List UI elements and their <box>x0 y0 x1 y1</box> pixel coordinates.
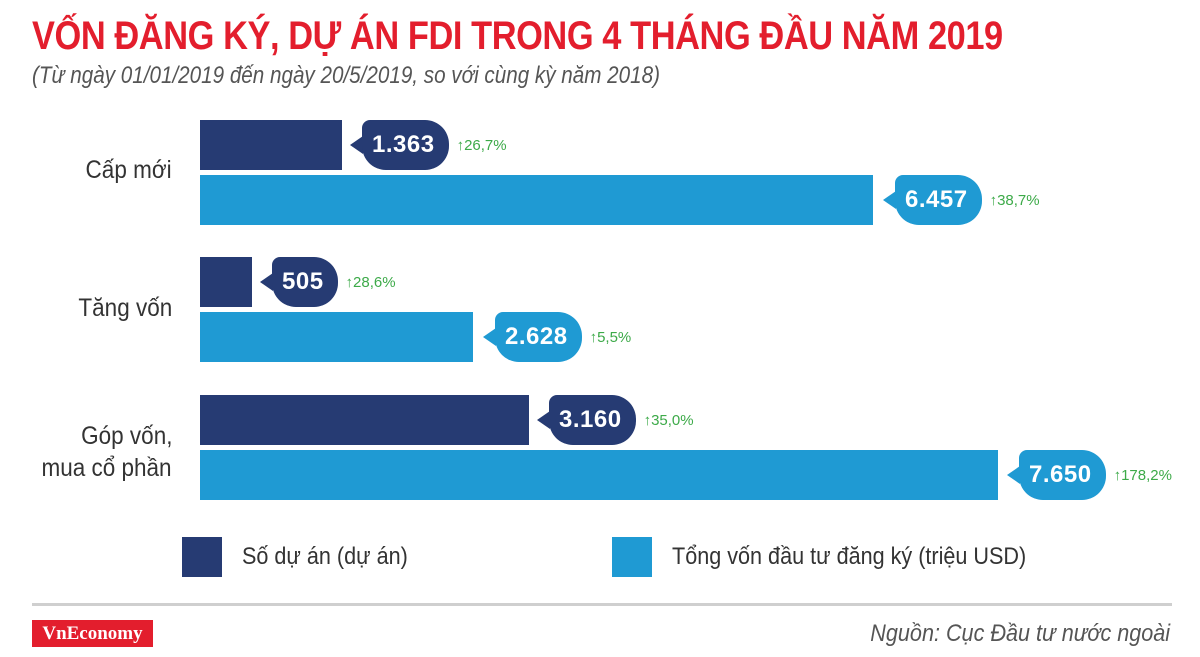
value-label: 2.628 <box>495 312 582 362</box>
value-label: 505 <box>272 257 338 307</box>
bubble-pointer-icon <box>350 136 363 154</box>
bar-capital-gop-von <box>200 450 998 500</box>
chart-title: VỐN ĐĂNG KÝ, DỰ ÁN FDI TRONG 4 THÁNG ĐẦU… <box>32 14 1003 58</box>
change-label: ↑35,0% <box>643 411 694 429</box>
value-bubble-projects-tang-von: 505 ↑28,6% <box>260 257 396 307</box>
bar-projects-gop-von <box>200 395 529 445</box>
change-label: ↑38,7% <box>989 191 1040 209</box>
bubble-pointer-icon <box>883 191 896 209</box>
value-label: 1.363 <box>362 120 449 170</box>
value-bubble-capital-gop-von: 7.650 ↑178,2% <box>1007 450 1172 500</box>
change-label: ↑178,2% <box>1113 466 1172 484</box>
category-label-cap-moi: Cấp mới <box>85 156 172 184</box>
value-bubble-projects-gop-von: 3.160 ↑35,0% <box>537 395 694 445</box>
bubble-pointer-icon <box>1007 466 1020 484</box>
change-label: ↑5,5% <box>589 328 632 346</box>
up-arrow-icon: ↑ <box>643 411 652 429</box>
legend-item-projects: Số dự án (dự án) <box>182 537 426 577</box>
bubble-pointer-icon <box>260 273 273 291</box>
value-label: 7.650 <box>1019 450 1106 500</box>
up-arrow-icon: ↑ <box>345 273 354 291</box>
value-label: 6.457 <box>895 175 982 225</box>
value-bubble-capital-tang-von: 2.628 ↑5,5% <box>483 312 631 362</box>
value-label: 3.160 <box>549 395 636 445</box>
bubble-pointer-icon <box>537 411 550 429</box>
bar-projects-cap-moi <box>200 120 342 170</box>
source-note: Nguồn: Cục Đầu tư nước ngoài <box>870 620 1170 647</box>
legend-swatch-projects <box>182 537 222 577</box>
category-label-gop-von-line2: mua cổ phần <box>41 454 172 482</box>
legend-label-capital: Tổng vốn đầu tư đăng ký (triệu USD) <box>672 543 1027 570</box>
change-label: ↑26,7% <box>456 136 507 154</box>
category-label-gop-von-line1: Góp vốn, <box>80 422 172 450</box>
legend-item-capital: Tổng vốn đầu tư đăng ký (triệu USD) <box>612 537 1066 577</box>
vneconomy-logo: VnEconomy <box>32 620 153 647</box>
category-label-tang-von: Tăng vốn <box>78 294 172 322</box>
legend-swatch-capital <box>612 537 652 577</box>
chart-subtitle: (Từ ngày 01/01/2019 đến ngày 20/5/2019, … <box>32 62 660 89</box>
bubble-pointer-icon <box>483 328 496 346</box>
legend-label-projects: Số dự án (dự án) <box>242 543 408 570</box>
footer-divider <box>32 603 1172 606</box>
up-arrow-icon: ↑ <box>1113 466 1122 484</box>
change-label: ↑28,6% <box>345 273 396 291</box>
up-arrow-icon: ↑ <box>456 136 465 154</box>
value-bubble-capital-cap-moi: 6.457 ↑38,7% <box>883 175 1040 225</box>
bar-capital-tang-von <box>200 312 473 362</box>
bar-projects-tang-von <box>200 257 252 307</box>
value-bubble-projects-cap-moi: 1.363 ↑26,7% <box>350 120 507 170</box>
up-arrow-icon: ↑ <box>589 328 598 346</box>
up-arrow-icon: ↑ <box>989 191 998 209</box>
bar-capital-cap-moi <box>200 175 873 225</box>
